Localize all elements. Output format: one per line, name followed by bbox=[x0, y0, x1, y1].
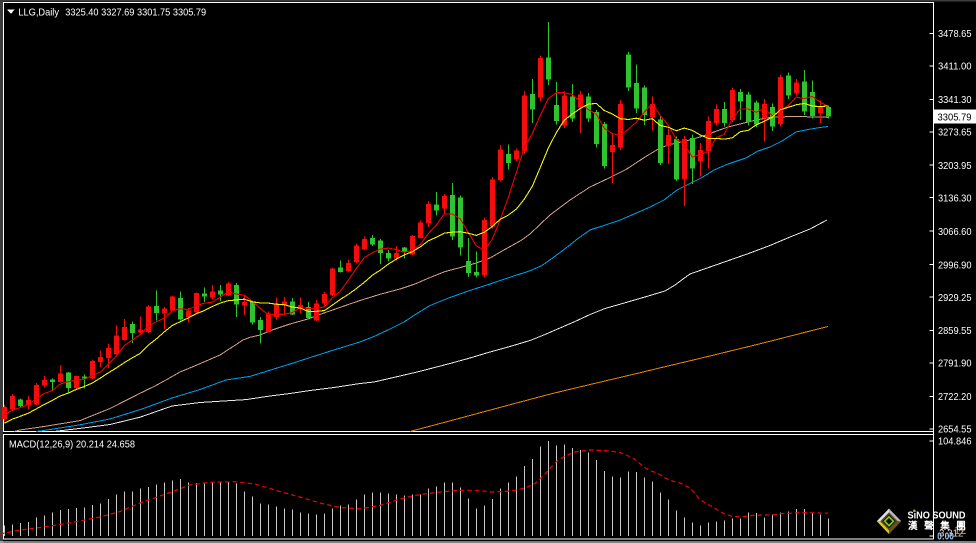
svg-text:3341.30: 3341.30 bbox=[938, 94, 972, 106]
svg-text:3478.65: 3478.65 bbox=[938, 28, 972, 40]
svg-text:MACD(12,26,9) 20.214 24.658: MACD(12,26,9) 20.214 24.658 bbox=[9, 438, 135, 450]
svg-text:0:00: 0:00 bbox=[937, 531, 954, 543]
svg-text:3203.95: 3203.95 bbox=[938, 160, 972, 172]
svg-text:LLG,Daily: LLG,Daily bbox=[18, 7, 59, 19]
svg-text:SiNO SOUND: SiNO SOUND bbox=[908, 509, 966, 521]
svg-text:3411.00: 3411.00 bbox=[938, 61, 972, 73]
svg-text:3273.65: 3273.65 bbox=[938, 127, 972, 139]
svg-text:104.846: 104.846 bbox=[938, 436, 972, 448]
svg-text:3305.79: 3305.79 bbox=[938, 111, 972, 123]
svg-text:12: 12 bbox=[954, 525, 966, 537]
svg-text:2722.20: 2722.20 bbox=[938, 391, 972, 403]
svg-text:2791.90: 2791.90 bbox=[938, 358, 972, 370]
svg-text:2996.90: 2996.90 bbox=[938, 259, 972, 271]
svg-text:3.312: 3.312 bbox=[939, 527, 964, 539]
svg-text:2929.25: 2929.25 bbox=[938, 292, 972, 304]
svg-text:3325.40 3327.69 3301.75 3305.7: 3325.40 3327.69 3301.75 3305.79 bbox=[65, 7, 206, 19]
svg-text:漢聲集團: 漢聲集團 bbox=[908, 520, 972, 532]
svg-text:3066.60: 3066.60 bbox=[938, 226, 972, 238]
svg-text:3136.30: 3136.30 bbox=[938, 192, 972, 204]
svg-text:2859.55: 2859.55 bbox=[938, 325, 972, 337]
svg-text:2654.55: 2654.55 bbox=[938, 424, 972, 436]
